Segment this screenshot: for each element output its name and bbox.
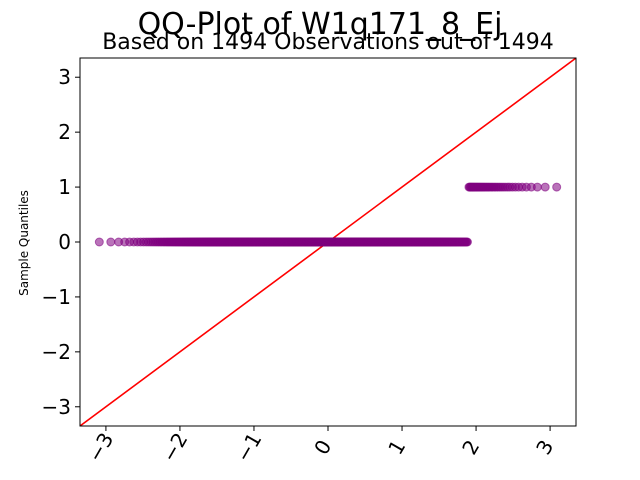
x-tick-label: 1: [383, 436, 410, 459]
y-tick-label: −1: [42, 285, 71, 309]
data-point: [106, 237, 116, 247]
y-tick-label: 2: [58, 120, 71, 144]
chart-title: QQ-Plot of W1q171_8_Ej: [138, 7, 503, 42]
x-tick-label: 3: [531, 436, 558, 459]
y-tick-label: 0: [58, 230, 71, 254]
y-tick-label: 1: [58, 175, 71, 199]
data-point: [94, 237, 104, 247]
chart-subtitle: Based on 1494 Observations out of 1494: [102, 30, 554, 55]
y-tick-label: 3: [58, 65, 71, 89]
data-point: [462, 237, 472, 247]
data-point: [532, 182, 542, 192]
data-point: [540, 182, 550, 192]
series-0: [94, 237, 472, 247]
x-tick-label: −3: [83, 428, 119, 466]
x-tick-label: −1: [231, 428, 267, 466]
y-tick-label: −3: [42, 395, 71, 419]
x-tick-label: −2: [157, 428, 193, 466]
series-1: [464, 182, 562, 192]
x-tick-label: 2: [457, 436, 484, 459]
axes: −3 −2 −1 0 1 2 3 −3 −2 −1 0 1 2 3: [42, 65, 559, 466]
data-point: [552, 182, 562, 192]
y-tick-label: −2: [42, 340, 71, 364]
x-tick-label: 0: [309, 436, 336, 459]
y-axis-label: Sample Quantiles: [17, 190, 31, 296]
plot-area: [80, 58, 576, 426]
